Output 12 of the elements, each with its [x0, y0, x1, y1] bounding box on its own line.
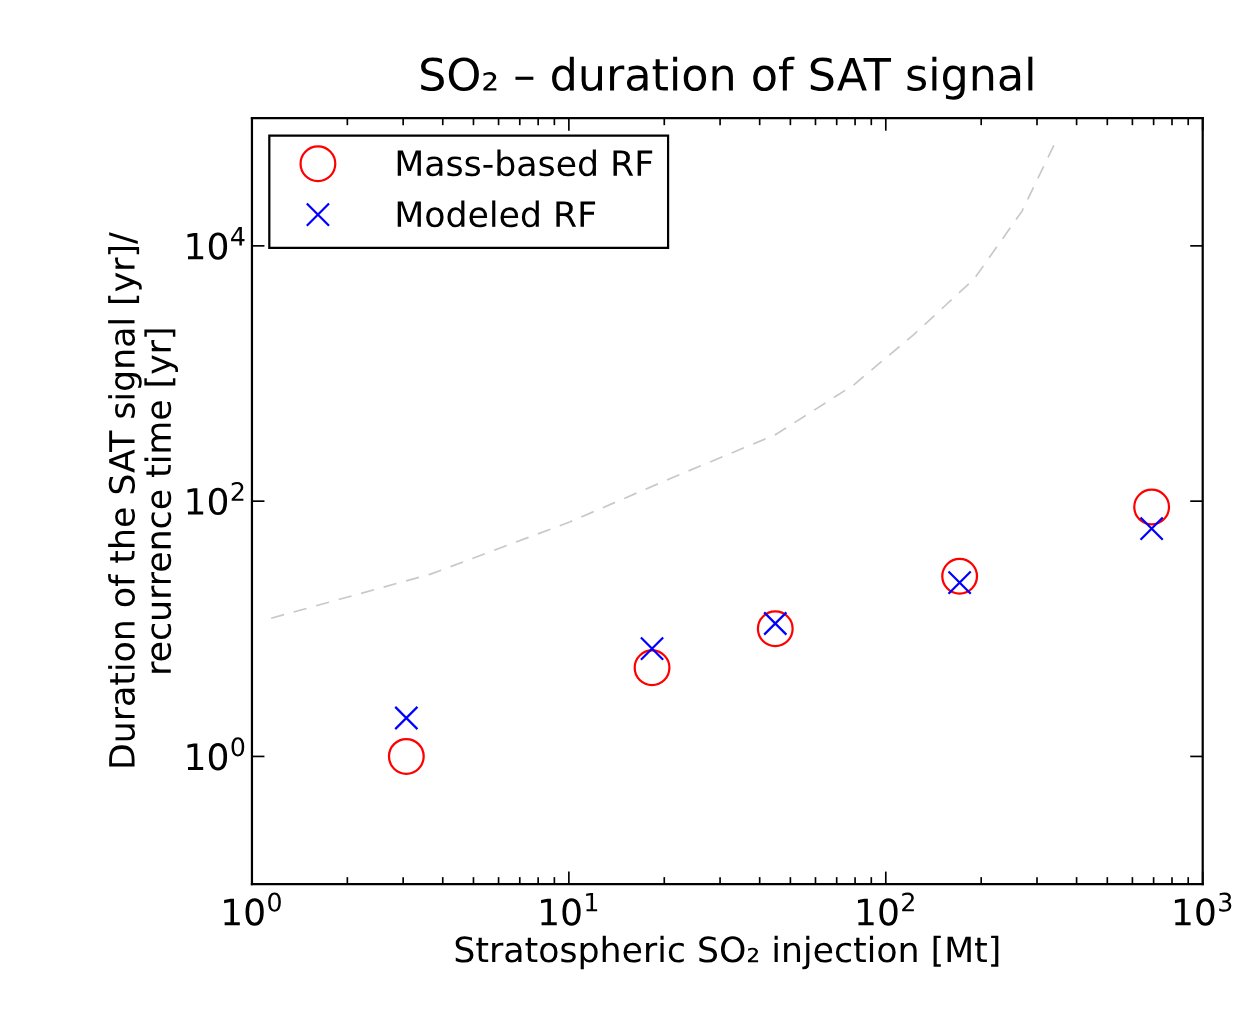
legend-label: Mass-based RF [397, 149, 653, 177]
y-tick-label: 10$^{4}$ [187, 227, 245, 260]
chart-title: SO₂ – duration of SAT signal [421, 56, 1033, 100]
y-axis-title: Duration of the SAT signal [yr]/ recurrence time [yr] [108, 232, 178, 767]
y-tick-label: 10$^{0}$ [187, 737, 245, 771]
x-tick-label: 10$^{0}$ [224, 892, 281, 926]
x-tick-label: 10$^{2}$ [857, 892, 914, 926]
legend-label: Modeled RF [397, 200, 596, 228]
x-tick-label: 10$^{1}$ [541, 892, 598, 926]
y-tick-label: 10$^{2}$ [187, 482, 244, 516]
x-tick-label: 10$^{3}$ [1174, 892, 1232, 926]
x-axis-title: Stratospheric SO₂ injection [Mt] [455, 935, 999, 970]
